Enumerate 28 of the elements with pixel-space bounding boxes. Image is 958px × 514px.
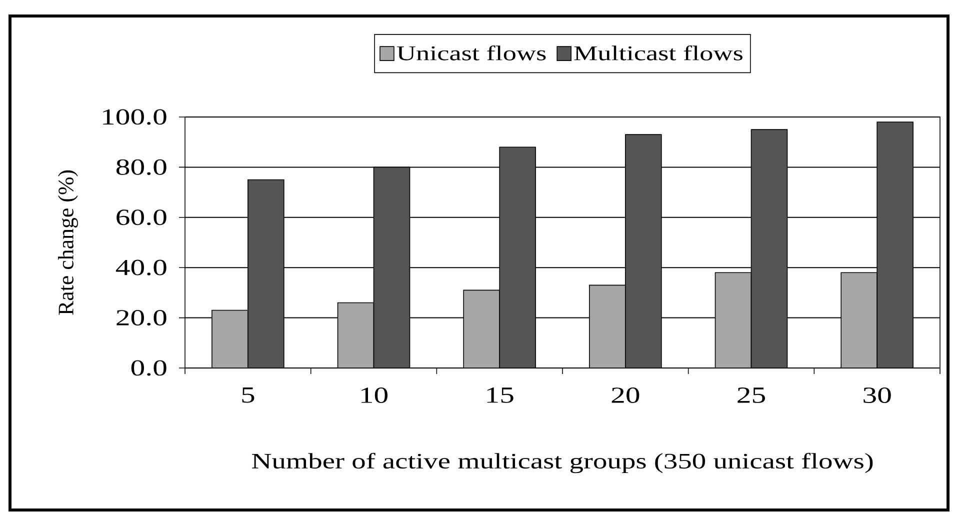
bar xyxy=(337,302,374,368)
bar xyxy=(714,272,752,368)
y-tick-label: 20.0 xyxy=(116,310,166,326)
bar xyxy=(750,129,788,368)
x-tick-label: 5 xyxy=(242,388,254,403)
legend-label: Unicast flows xyxy=(396,45,546,60)
x-tick-label: 20 xyxy=(612,388,640,403)
bar xyxy=(625,134,662,368)
bar xyxy=(248,179,284,368)
y-tick-label: 60.0 xyxy=(116,210,166,226)
bar xyxy=(373,166,410,368)
bar xyxy=(463,290,500,368)
y-tick-label: 0.0 xyxy=(131,360,166,376)
legend-label: Multicast flows xyxy=(574,45,742,60)
x-tick-label: 15 xyxy=(487,388,514,403)
x-axis-title: Number of active multicast groups (350 unicast flows) xyxy=(252,452,873,474)
y-tick-label: 100.0 xyxy=(103,109,166,125)
y-tick-label: 40.0 xyxy=(116,260,166,276)
bar xyxy=(589,284,626,368)
x-tick-label: 30 xyxy=(864,388,891,403)
bar xyxy=(840,272,878,368)
bar xyxy=(499,146,536,368)
x-tick-label: 10 xyxy=(361,388,388,403)
x-tick-label: 25 xyxy=(738,388,765,403)
bar xyxy=(876,122,914,368)
y-tick-label: 80.0 xyxy=(116,159,166,175)
bar xyxy=(212,310,248,368)
y-axis-title: Rate change (%) xyxy=(58,170,78,315)
